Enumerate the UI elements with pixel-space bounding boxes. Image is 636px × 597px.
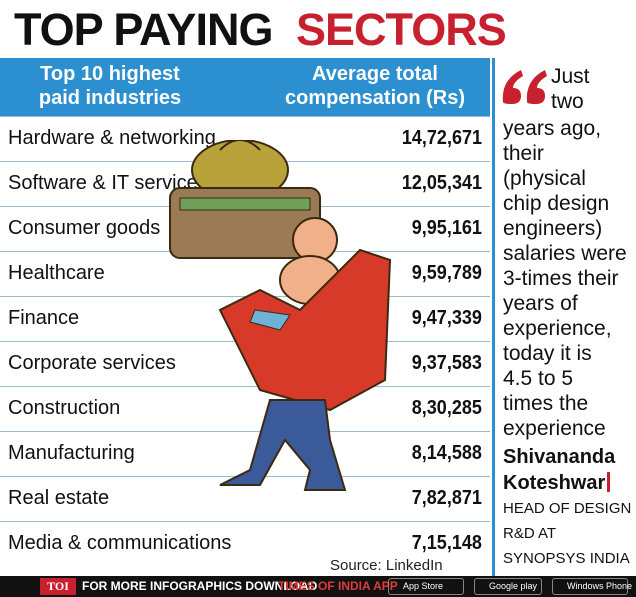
quote-line: times the bbox=[503, 392, 589, 415]
author-first-name: Shivananda bbox=[503, 446, 616, 468]
industry-label: Construction bbox=[8, 397, 121, 419]
compensation-value: 7,15,148 bbox=[411, 532, 482, 554]
title-part2: SECTORS bbox=[296, 4, 507, 55]
quote-line: years ago, bbox=[503, 117, 602, 140]
app-store-badge[interactable]: App Store bbox=[388, 578, 464, 595]
table-row: Consumer goods 9,95,161 bbox=[0, 206, 490, 251]
quote-line: 4.5 to 5 bbox=[503, 367, 574, 390]
compensation-value: 14,72,671 bbox=[401, 127, 482, 149]
table-row: Media & communications 7,15,148 bbox=[0, 521, 490, 566]
quote-line: experience bbox=[503, 417, 606, 440]
industry-label: Consumer goods bbox=[8, 217, 161, 239]
footer-bar: TOI FOR MORE INFOGRAPHICS DOWNLOAD TIMES… bbox=[0, 576, 636, 597]
quote-line: today it is bbox=[503, 342, 592, 365]
industry-label: Finance bbox=[8, 307, 80, 329]
quote-line: Just bbox=[551, 65, 590, 88]
compensation-value: 8,14,588 bbox=[411, 442, 482, 464]
quote-line: years of bbox=[503, 292, 578, 315]
quote-line: engineers) bbox=[503, 217, 603, 240]
man-with-money-bag-illustration bbox=[169, 140, 392, 491]
footer-text: FOR MORE INFOGRAPHICS DOWNLOAD bbox=[82, 579, 318, 593]
quote-line: experience, bbox=[503, 317, 612, 340]
role-line: R&D AT bbox=[503, 525, 557, 542]
header-compensation-line2: compensation (Rs) bbox=[284, 87, 466, 109]
table-header: Top 10 highest paid industries Average t… bbox=[0, 58, 490, 116]
industry-label: Corporate services bbox=[8, 352, 176, 374]
role-line: HEAD OF DESIGN bbox=[503, 500, 632, 517]
industry-label: Software & IT services bbox=[8, 172, 208, 194]
header-industries-line2: paid industries bbox=[38, 87, 182, 109]
quote-line: two bbox=[551, 90, 584, 113]
table-row: Manufacturing 8,14,588 bbox=[0, 431, 490, 476]
table-row: Hardware & networking 14,72,671 bbox=[0, 116, 490, 161]
toi-logo: TOI bbox=[40, 578, 76, 595]
quote-line: 3-times their bbox=[503, 267, 619, 290]
header-compensation-line1: Average total bbox=[312, 63, 438, 85]
google-play-badge[interactable]: Google play bbox=[474, 578, 542, 595]
quote-line: chip design bbox=[503, 192, 610, 215]
author-accent-bar bbox=[607, 472, 610, 492]
industry-label: Healthcare bbox=[8, 262, 105, 284]
windows-phone-badge[interactable]: Windows Phone bbox=[552, 578, 632, 595]
compensation-value: 8,30,285 bbox=[411, 397, 482, 419]
quote-mark-icon bbox=[502, 70, 547, 104]
compensation-value: 9,47,339 bbox=[411, 307, 482, 329]
compensation-value: 9,59,789 bbox=[411, 262, 482, 284]
source-note: Source: LinkedIn bbox=[330, 557, 443, 574]
compensation-value: 9,37,583 bbox=[411, 352, 482, 374]
header-compensation: Average total compensation (Rs) bbox=[270, 62, 480, 110]
industry-label: Media & communications bbox=[8, 532, 232, 554]
title-part1: TOP PAYING bbox=[14, 4, 273, 55]
author-last-name: Koteshwar bbox=[503, 472, 606, 494]
quote-line: their bbox=[503, 142, 544, 165]
role-line: SYNOPSYS INDIA bbox=[503, 550, 630, 567]
industry-label: Manufacturing bbox=[8, 442, 135, 464]
footer-app-name[interactable]: TIMES OF INDIA APP bbox=[278, 579, 398, 593]
compensation-value: 12,05,341 bbox=[401, 172, 482, 194]
title-banner: TOP PAYING SECTORS bbox=[0, 0, 636, 58]
industry-label: Hardware & networking bbox=[8, 127, 216, 149]
compensation-value: 7,82,871 bbox=[411, 487, 482, 509]
compensation-value: 9,95,161 bbox=[411, 217, 482, 239]
industry-label: Real estate bbox=[8, 487, 110, 509]
quote-line: salaries were bbox=[503, 242, 627, 265]
header-industries: Top 10 highest paid industries bbox=[10, 62, 210, 110]
table-row: Construction 8,30,285 bbox=[0, 386, 490, 431]
quote-line: (physical bbox=[503, 167, 586, 190]
quote-sidebar: Just two years ago, their (physical chip desi… bbox=[492, 58, 636, 576]
header-industries-line1: Top 10 highest bbox=[40, 63, 180, 85]
